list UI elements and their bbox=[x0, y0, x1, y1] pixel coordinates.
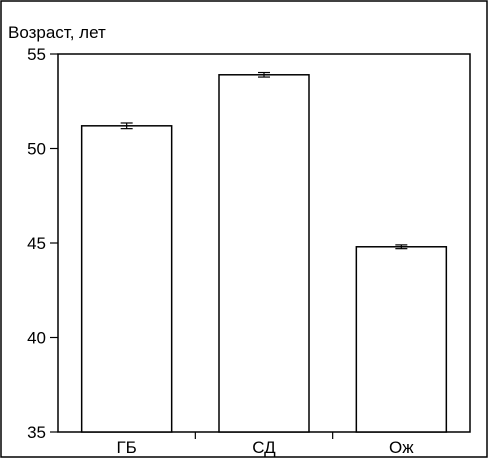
x-tick-label: ГБ bbox=[116, 438, 136, 457]
y-tick-label: 35 bbox=[27, 423, 46, 442]
bar-Ож bbox=[355, 246, 448, 433]
bar-СД bbox=[218, 74, 310, 433]
y-tick-label: 50 bbox=[27, 140, 46, 159]
x-tick-label: Ож bbox=[389, 438, 414, 457]
bars-group bbox=[80, 71, 448, 433]
y-axis: 35 40 45 50 55 bbox=[27, 45, 58, 442]
y-axis-label: Возраст, лет bbox=[8, 23, 106, 42]
y-tick-label: 40 bbox=[27, 329, 46, 348]
bar-ГБ bbox=[80, 125, 173, 433]
x-axis: ГБ СД Ож bbox=[116, 432, 414, 457]
y-tick-label: 55 bbox=[27, 45, 46, 64]
x-tick-label: СД bbox=[252, 438, 276, 457]
y-tick-label: 45 bbox=[27, 234, 46, 253]
